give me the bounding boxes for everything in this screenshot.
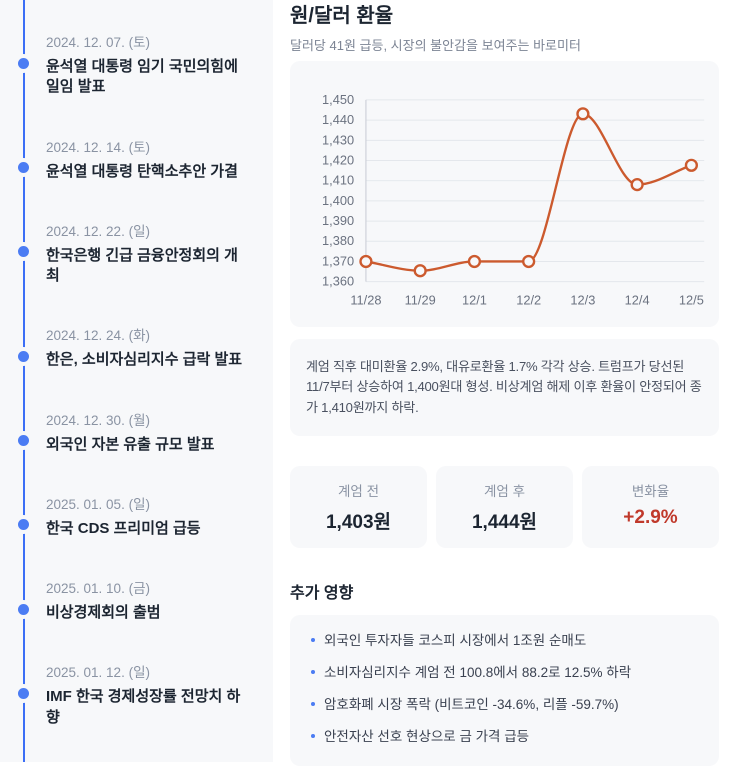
svg-text:1,430: 1,430 xyxy=(322,132,354,147)
svg-text:1,420: 1,420 xyxy=(322,152,354,167)
svg-text:12/5: 12/5 xyxy=(679,292,704,307)
svg-text:1,400: 1,400 xyxy=(322,193,354,208)
svg-text:1,450: 1,450 xyxy=(322,92,354,107)
svg-text:12/4: 12/4 xyxy=(625,292,650,307)
svg-text:12/1: 12/1 xyxy=(462,292,487,307)
svg-text:12/3: 12/3 xyxy=(570,292,595,307)
svg-text:1,380: 1,380 xyxy=(322,233,354,248)
svg-text:11/28: 11/28 xyxy=(350,292,381,307)
svg-text:11/29: 11/29 xyxy=(405,292,436,307)
svg-text:1,360: 1,360 xyxy=(322,274,354,289)
svg-text:1,390: 1,390 xyxy=(322,213,354,228)
svg-text:1,370: 1,370 xyxy=(322,253,354,268)
svg-text:1,410: 1,410 xyxy=(322,173,354,188)
svg-text:12/2: 12/2 xyxy=(516,292,541,307)
svg-text:1,440: 1,440 xyxy=(322,112,354,127)
